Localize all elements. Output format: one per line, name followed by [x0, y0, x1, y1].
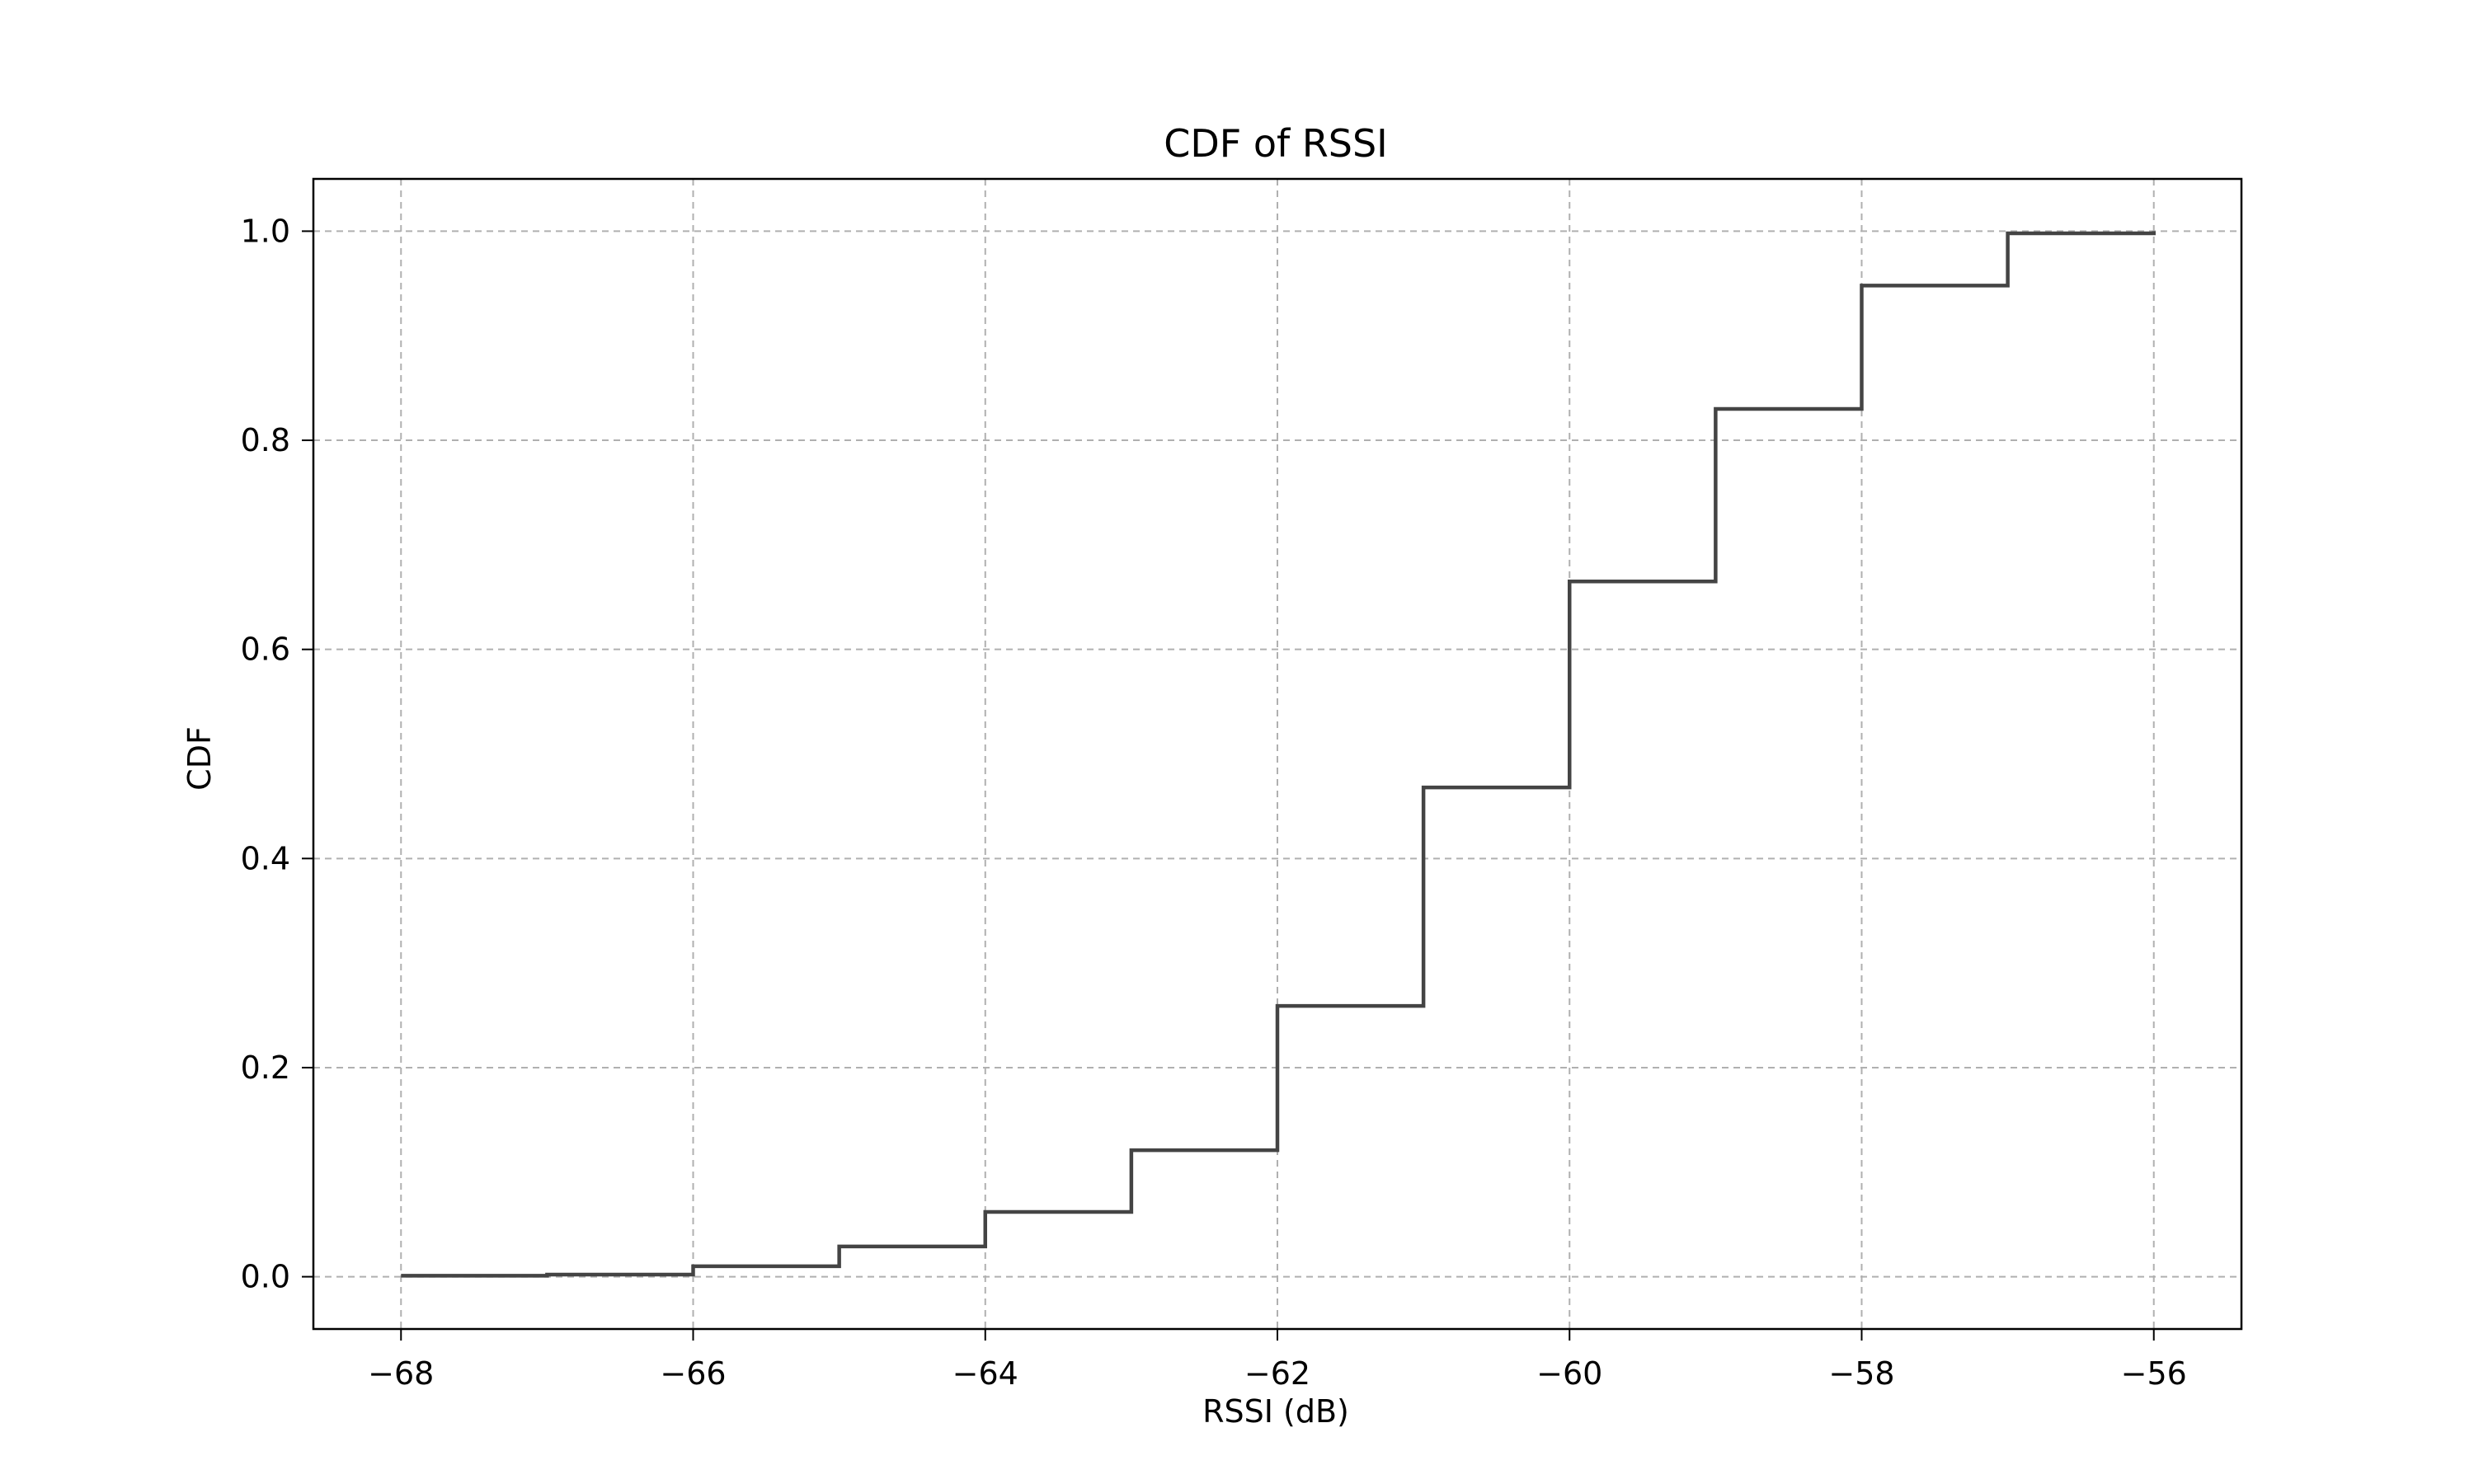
- axes-frame: [312, 177, 2243, 1331]
- x-tick-label-4: −60: [1536, 1355, 1602, 1392]
- axis-ticks: −68 −66 −64 −62 −60 −58 −56 0.0 0.2 0.4 0.6 0.8 1.0: [241, 213, 2187, 1392]
- grid-lines: [313, 179, 2241, 1329]
- y-tick-label-2: 0.4: [241, 840, 290, 876]
- x-tick-label-1: −66: [660, 1355, 726, 1392]
- x-axis-label: RSSI (dB): [1202, 1393, 1349, 1430]
- y-tick-label-3: 0.6: [241, 632, 290, 668]
- y-tick-label-0: 0.0: [241, 1259, 290, 1295]
- plot-area: [401, 231, 2156, 1278]
- x-tick-label-3: −62: [1244, 1355, 1310, 1392]
- x-tick-label-2: −64: [952, 1355, 1018, 1392]
- chart-title: CDF of RSSI: [1164, 121, 1388, 166]
- y-tick-label-5: 1.0: [241, 213, 290, 249]
- y-axis-label: CDF: [181, 726, 218, 791]
- cdf-step-line-0: [401, 231, 2156, 1278]
- y-tick-label-1: 0.2: [241, 1050, 290, 1086]
- y-tick-label-4: 0.8: [241, 422, 290, 458]
- x-tick-label-5: −58: [1828, 1355, 1894, 1392]
- x-tick-label-6: −56: [2121, 1355, 2187, 1392]
- x-tick-label-0: −68: [368, 1355, 434, 1392]
